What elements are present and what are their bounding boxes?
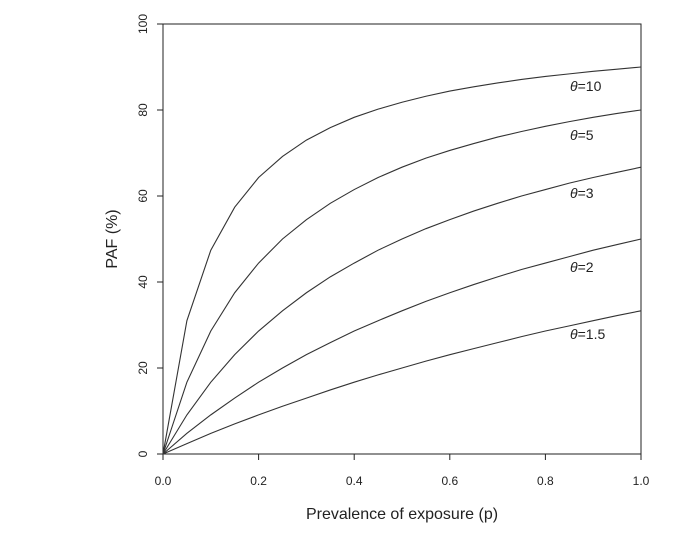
y-tick-label: 80 [136,103,150,117]
x-axis-title: Prevalence of exposure (p) [306,506,498,523]
curve-label-symbol: θ [570,185,578,201]
curve-label: θ=1.5 [570,326,605,342]
curve-label: θ=2 [570,259,594,275]
curve-label-value: =2 [578,259,594,275]
curve-label-value: =10 [578,78,602,94]
x-tick-label: 1.0 [633,474,650,488]
curve-theta-3 [162,166,642,455]
x-tick-label: 0.2 [250,474,267,488]
x-tick-label: 0.0 [155,474,172,488]
y-tick-label: 20 [136,361,150,375]
y-tick-label: 100 [136,14,150,34]
curve-theta-5 [162,109,642,455]
x-tick-label: 0.6 [441,474,458,488]
x-axis: 0.0 0.2 0.4 0.6 0.8 1.0 [155,454,650,488]
curve-label-symbol: θ [570,78,578,94]
curve-label-symbol: θ [570,127,578,143]
x-tick-label: 0.4 [346,474,363,488]
curves [162,66,642,455]
curve-label: θ=3 [570,185,594,201]
curve-labels: θ=10θ=5θ=3θ=2θ=1.5 [570,78,605,342]
curve-label-value: =5 [578,127,594,143]
curve-label-value: =3 [578,185,594,201]
y-axis-title: PAF (%) [104,209,121,268]
curve-theta-2 [162,238,642,455]
y-tick-label: 60 [136,189,150,203]
x-tick-label: 0.8 [537,474,554,488]
curve-label-symbol: θ [570,259,578,275]
curve-theta-1-5 [162,310,642,455]
y-tick-label: 0 [136,450,150,457]
curve-label: θ=5 [570,127,594,143]
curve-label-value: =1.5 [578,326,606,342]
curve-theta-10 [162,66,642,455]
y-tick-label: 40 [136,275,150,289]
y-axis: 0 20 40 60 80 100 [136,14,163,457]
curve-label-symbol: θ [570,326,578,342]
curve-label: θ=10 [570,78,602,94]
